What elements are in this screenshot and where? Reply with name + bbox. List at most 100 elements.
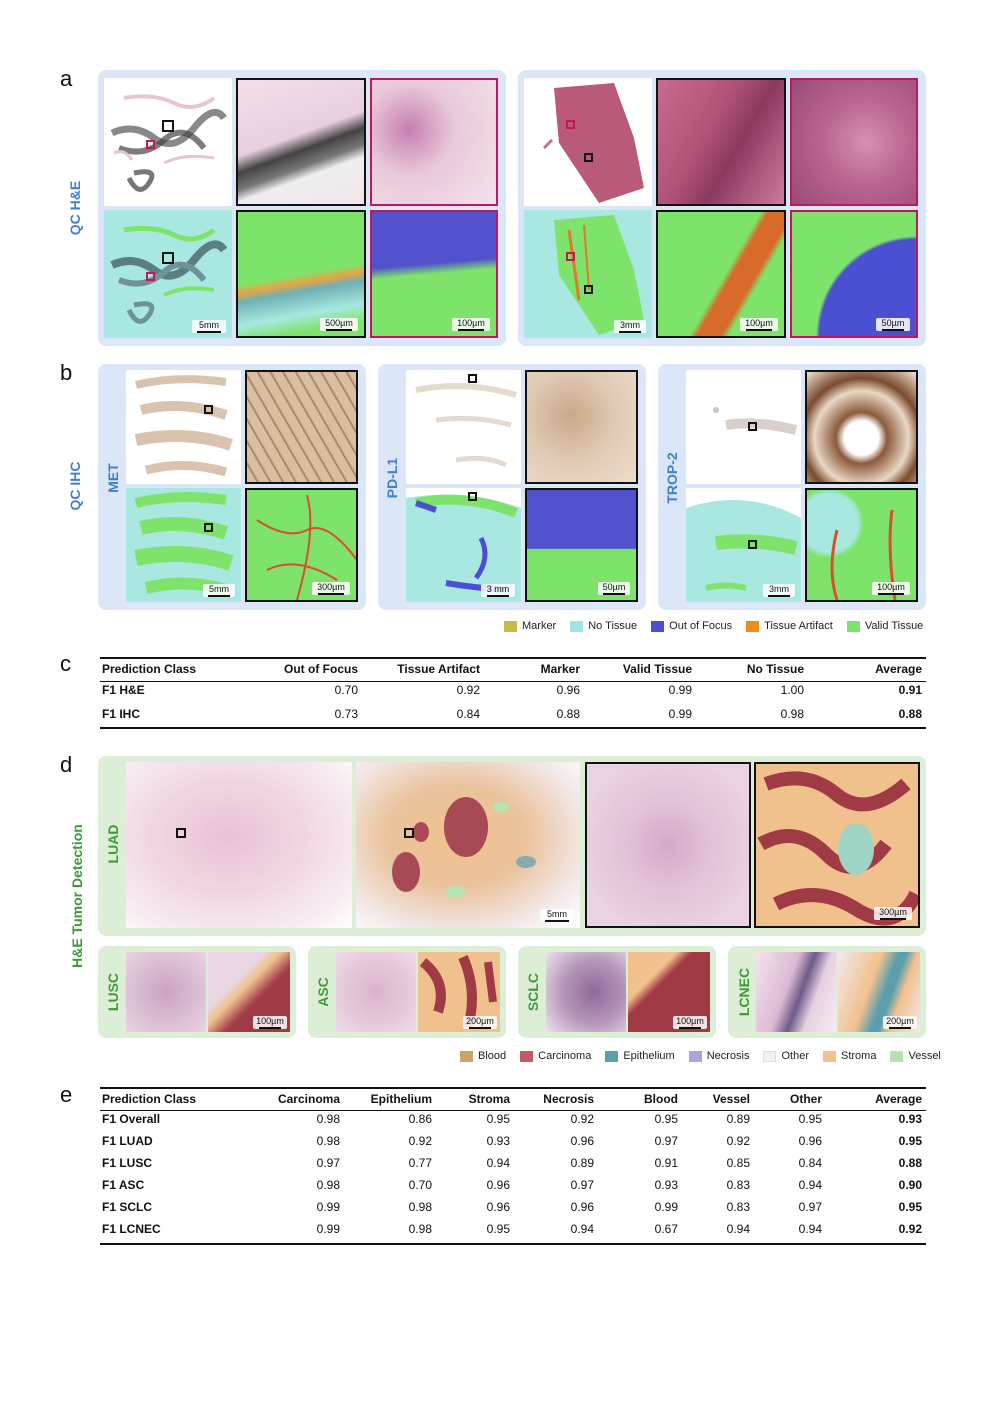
cell: 0.97 <box>316 1156 340 1170</box>
cell: 0.99 <box>668 707 692 721</box>
asc-label: ASC <box>315 977 331 1007</box>
zoom-marker-black <box>584 153 593 162</box>
cell: 0.92 <box>456 683 480 697</box>
cell: 0.99 <box>668 683 692 697</box>
cell: 0.83 <box>726 1178 750 1192</box>
table-row: F1 IHC 0.73 0.84 0.88 0.99 0.98 0.88 <box>102 702 922 726</box>
cell: 1.00 <box>780 683 804 697</box>
zoom-marker-black <box>204 405 213 414</box>
he-overview-image-2 <box>524 78 652 206</box>
qc-legend: Marker No Tissue Out of Focus Tissue Art… <box>490 620 923 632</box>
zoom-marker-black-mask <box>404 828 414 838</box>
he-overview-svg <box>110 94 227 192</box>
zoom-marker-black-mask <box>748 540 757 549</box>
he-overview-mask-svg <box>110 225 228 324</box>
cell: 0.94 <box>798 1178 822 1192</box>
header-cell: Carcinoma <box>277 1092 340 1106</box>
table-row: F1 Overall 0.98 0.86 0.95 0.92 0.95 0.89… <box>102 1108 922 1130</box>
he-high-zoom-mask-2: 50µm <box>790 210 918 338</box>
he-overview-mask-2: 3mm <box>524 210 652 338</box>
cell: 0.98 <box>408 1222 432 1236</box>
he-overview-svg-2 <box>542 83 644 203</box>
panel-letter-a: a <box>60 66 73 91</box>
legend-label: Stroma <box>841 1050 877 1062</box>
he-mid-zoom-mask-2: 100µm <box>656 210 786 338</box>
pdl1-overview-mask-svg <box>406 494 521 602</box>
scale-bar: 100µm <box>253 1016 287 1029</box>
sclc-label: SCLC <box>525 972 541 1012</box>
sclc-image <box>546 952 626 1032</box>
lusc-mask: 100µm <box>208 952 290 1032</box>
scale-bar: 100µm <box>872 582 910 595</box>
trop2-zoom-image <box>805 370 918 484</box>
legend-label: No Tissue <box>588 620 638 632</box>
table-row: F1 LCNEC 0.99 0.98 0.95 0.94 0.67 0.94 0… <box>102 1218 922 1240</box>
zoom-marker-black-mask <box>204 523 213 532</box>
scale-bar: 3 mm <box>481 584 515 597</box>
table-e-header-rule <box>100 1110 926 1111</box>
legend-swatch <box>890 1050 904 1062</box>
cell: 0.96 <box>570 1134 594 1148</box>
table-c-header-rule <box>100 681 926 682</box>
cell: 0.92 <box>408 1134 432 1148</box>
cell: 0.84 <box>456 707 480 721</box>
luad-zoom-mask-svg <box>757 771 918 926</box>
he-overview-image <box>104 78 232 206</box>
header-cell: Out of Focus <box>284 662 358 676</box>
cell-average: 0.88 <box>898 1156 922 1170</box>
scale-bar: 100µm <box>673 1016 707 1029</box>
scale-bar: 5mm <box>540 909 574 922</box>
legend-item: Vessel <box>890 1050 941 1062</box>
met-label: MET <box>105 463 121 493</box>
luad-zoom-mask: 300µm <box>754 762 920 928</box>
cell: 0.83 <box>726 1200 750 1214</box>
he-overview-mask: 5mm <box>104 210 232 338</box>
header-cell: Marker <box>540 662 580 676</box>
legend-swatch <box>460 1050 473 1062</box>
legend-item: Necrosis <box>688 1050 750 1062</box>
scale-bar: 3mm <box>614 320 646 333</box>
legend-swatch <box>746 620 760 632</box>
legend-item: Carcinoma <box>520 1050 591 1062</box>
zoom-marker-black-mask <box>584 285 593 294</box>
scale-bar: 50µm <box>598 582 630 595</box>
row-label: F1 LCNEC <box>102 1222 161 1236</box>
cell: 0.94 <box>570 1222 594 1236</box>
zoom-marker-black-mask <box>468 492 477 501</box>
cell: 0.92 <box>726 1134 750 1148</box>
qc-ihc-label: QC IHC <box>67 461 83 511</box>
legend-label: Out of Focus <box>669 620 733 632</box>
he-high-zoom-image-2 <box>790 78 918 206</box>
cell: 0.95 <box>798 1112 822 1126</box>
scale-bar: 500µm <box>320 318 358 331</box>
cell: 0.99 <box>316 1200 340 1214</box>
zoom-marker-pink-mask <box>146 272 155 281</box>
met-overview-mask: 5mm <box>126 488 241 602</box>
sclc-mask: 100µm <box>628 952 710 1032</box>
cell-average: 0.95 <box>898 1200 922 1214</box>
zoom-marker-black <box>176 828 186 838</box>
cell: 0.95 <box>486 1112 510 1126</box>
he-high-zoom-mask: 100µm <box>370 210 498 338</box>
scale-bar: 200µm <box>883 1016 917 1029</box>
header-cell: Prediction Class <box>102 1092 197 1106</box>
cell-average: 0.92 <box>898 1222 922 1236</box>
lusc-image <box>126 952 206 1032</box>
legend-swatch <box>570 620 584 632</box>
met-overview-image <box>126 370 241 484</box>
panel-letter-b: b <box>60 360 73 385</box>
legend-item: Other <box>763 1050 809 1062</box>
met-zoom-mask-svg <box>256 494 356 600</box>
legend-item: Stroma <box>823 1050 876 1062</box>
legend-label: Necrosis <box>706 1050 750 1062</box>
luad-overview-image <box>126 762 352 928</box>
cell: 0.85 <box>726 1156 750 1170</box>
row-label: F1 LUAD <box>102 1134 153 1148</box>
lcnec-image <box>756 952 836 1032</box>
cell: 0.96 <box>486 1178 510 1192</box>
cell: 0.99 <box>316 1222 340 1236</box>
cell: 0.97 <box>654 1134 678 1148</box>
zoom-marker-black-mask <box>162 252 174 264</box>
scale-bar: 200µm <box>463 1016 497 1029</box>
lcnec-label: LCNEC <box>736 967 752 1017</box>
